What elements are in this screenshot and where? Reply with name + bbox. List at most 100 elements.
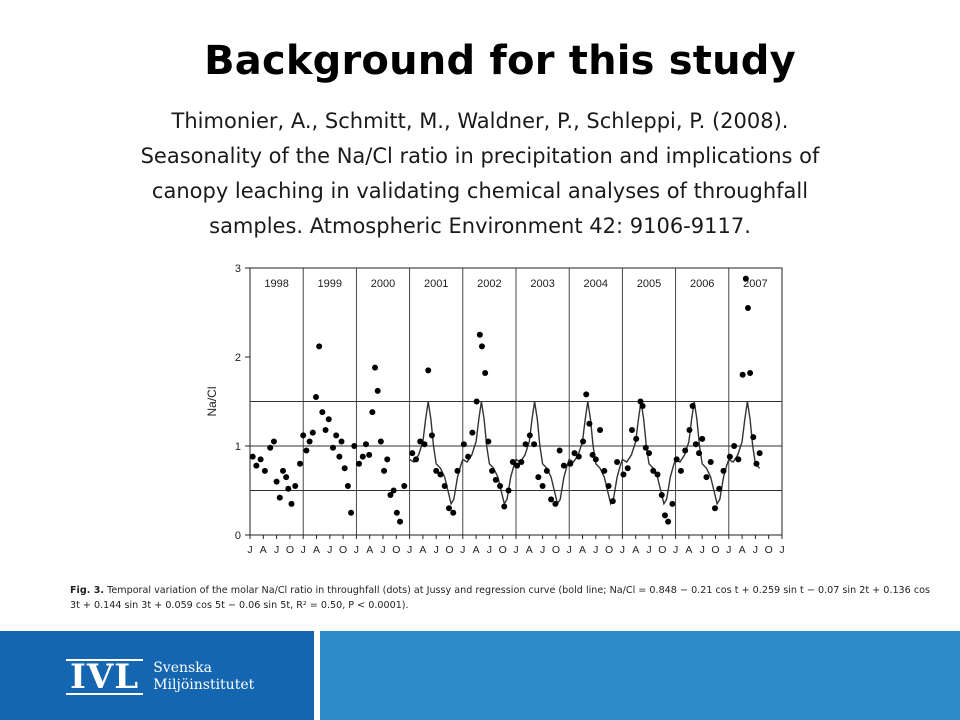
data-point	[312, 394, 319, 401]
x-tick-label: J	[540, 544, 545, 556]
data-point	[560, 462, 567, 469]
data-point	[319, 409, 326, 416]
data-point	[696, 450, 703, 457]
data-point	[571, 450, 578, 457]
data-point	[543, 467, 550, 474]
data-point	[711, 505, 718, 512]
x-tick-label: J	[407, 544, 412, 556]
data-point	[276, 494, 283, 501]
data-point	[716, 485, 723, 492]
data-point	[750, 434, 757, 441]
x-tick-label: J	[380, 544, 385, 556]
x-tick-label: O	[499, 544, 507, 556]
data-point	[753, 460, 760, 467]
x-tick-label: J	[646, 544, 651, 556]
data-point	[637, 398, 644, 405]
data-point	[482, 370, 489, 377]
data-point	[306, 438, 313, 445]
x-tick-label: J	[301, 544, 306, 556]
data-point	[556, 447, 563, 454]
data-point	[412, 456, 419, 463]
data-point	[633, 435, 640, 442]
data-point	[473, 398, 480, 405]
data-point	[586, 420, 593, 427]
data-point	[628, 426, 635, 433]
data-point	[673, 456, 680, 463]
data-point	[624, 465, 631, 472]
data-point	[642, 444, 649, 451]
data-point	[509, 459, 516, 466]
data-point	[478, 343, 485, 350]
y-tick-label: 3	[235, 263, 241, 275]
data-point	[390, 487, 397, 494]
data-point	[650, 467, 657, 474]
data-point	[489, 467, 496, 474]
data-point	[522, 441, 529, 448]
x-tick-label: A	[739, 544, 746, 556]
data-point	[699, 435, 706, 442]
data-point	[692, 441, 699, 448]
x-tick-label: J	[567, 544, 572, 556]
x-tick-label: A	[366, 544, 373, 556]
data-point	[548, 496, 555, 503]
data-point	[397, 518, 404, 525]
data-point	[338, 438, 345, 445]
data-point	[428, 432, 435, 439]
data-point	[273, 478, 280, 485]
data-point	[726, 453, 733, 460]
data-point	[646, 450, 652, 457]
y-tick-label: 2	[235, 352, 241, 364]
x-tick-label: A	[419, 544, 426, 556]
data-point	[526, 432, 533, 439]
year-label: 2003	[530, 278, 554, 290]
data-point	[735, 456, 742, 463]
data-point	[601, 467, 608, 474]
data-point	[592, 456, 599, 463]
x-tick-label: J	[274, 544, 279, 556]
data-point	[465, 453, 472, 460]
x-tick-label: J	[779, 544, 784, 556]
x-tick-label: J	[753, 544, 758, 556]
data-point	[348, 509, 355, 516]
x-tick-label: J	[726, 544, 731, 556]
data-point	[450, 509, 457, 516]
data-point	[589, 451, 596, 458]
footer-right-panel	[320, 631, 960, 720]
data-point	[531, 441, 538, 448]
y-tick-label: 0	[235, 530, 241, 542]
x-tick-label: A	[632, 544, 639, 556]
citation-line: samples. Atmospheric Environment 42: 910…	[209, 214, 751, 238]
data-point	[297, 460, 304, 467]
x-tick-label: O	[765, 544, 773, 556]
data-point	[288, 500, 295, 507]
data-point	[485, 438, 492, 445]
data-point	[336, 453, 343, 460]
data-point	[731, 443, 738, 449]
data-point	[669, 500, 676, 507]
data-point	[620, 471, 627, 478]
data-point	[609, 498, 616, 505]
citation-line: canopy leaching in validating chemical a…	[151, 179, 809, 203]
data-point	[344, 483, 351, 490]
x-tick-label: A	[473, 544, 480, 556]
x-tick-label: J	[327, 544, 332, 556]
data-point	[739, 371, 746, 378]
data-point	[366, 451, 373, 458]
data-point	[316, 343, 323, 350]
data-point	[270, 438, 277, 445]
x-tick-label: J	[700, 544, 705, 556]
logo-text: Svenska Miljöinstitutet	[153, 660, 254, 694]
data-point	[661, 512, 668, 519]
data-point	[292, 483, 299, 490]
data-point	[682, 447, 689, 454]
ivl-logo: IVL Svenska Miljöinstitutet	[66, 658, 254, 696]
data-point	[580, 438, 587, 445]
data-point	[261, 467, 268, 474]
data-point	[374, 387, 381, 394]
data-point	[460, 441, 467, 448]
data-point	[747, 370, 754, 377]
data-point	[445, 505, 452, 512]
logo-mark: IVL	[66, 659, 144, 695]
x-tick-label: O	[445, 544, 453, 556]
data-point	[639, 402, 646, 409]
